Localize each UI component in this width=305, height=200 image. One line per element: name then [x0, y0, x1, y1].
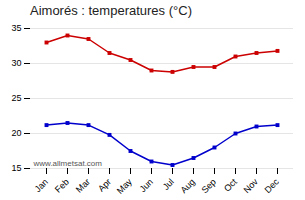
svg-text:Mar: Mar	[74, 177, 92, 195]
svg-text:15: 15	[11, 163, 21, 173]
svg-text:Apr: Apr	[96, 177, 113, 194]
html-text:Aimorés : temperatures (°C): Aimorés : temperatures (°C)	[30, 3, 192, 18]
svg-text:Nov: Nov	[242, 176, 261, 195]
svg-text:Aug: Aug	[179, 177, 197, 195]
svg-text:Oct: Oct	[222, 176, 239, 193]
svg-text:Jul: Jul	[161, 177, 176, 192]
svg-text:Feb: Feb	[53, 177, 71, 195]
svg-text:25: 25	[11, 93, 21, 103]
svg-text:Sep: Sep	[200, 177, 218, 195]
svg-text:35: 35	[11, 23, 21, 33]
svg-text:20: 20	[11, 128, 21, 138]
svg-text:www.allmetsat.com: www.allmetsat.com	[33, 159, 103, 168]
svg-text:Dec: Dec	[263, 176, 282, 195]
svg-text:Jun: Jun	[138, 177, 155, 194]
svg-text:Jan: Jan	[33, 177, 50, 194]
svg-text:30: 30	[11, 58, 21, 68]
svg-text:May: May	[115, 176, 134, 195]
